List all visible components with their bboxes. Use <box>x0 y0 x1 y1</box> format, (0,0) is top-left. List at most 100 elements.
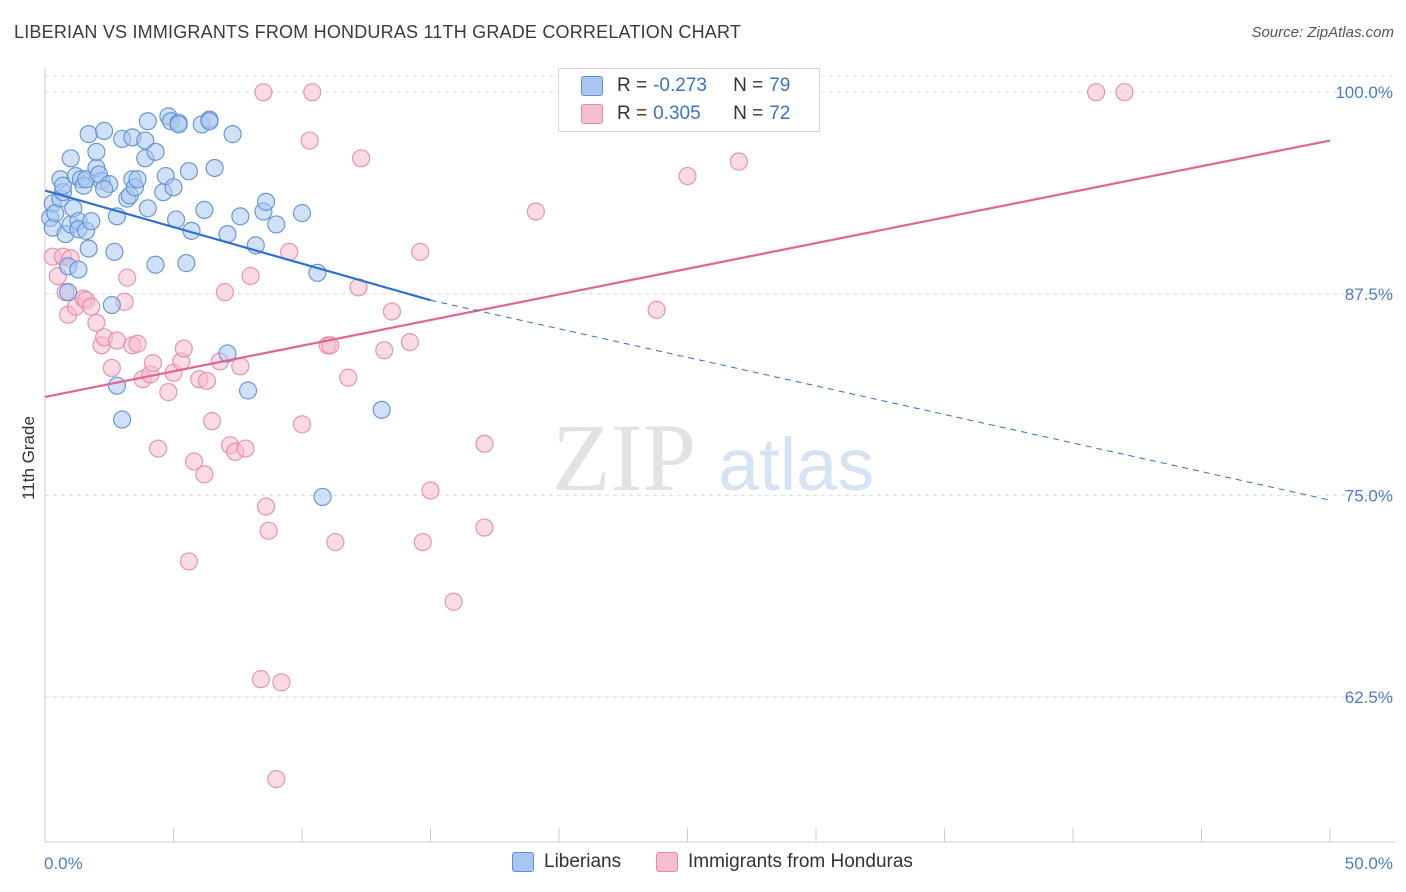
watermark-atlas: atlas <box>718 423 874 506</box>
honduras-point <box>231 357 250 376</box>
liberian-point <box>87 142 106 161</box>
honduras-point <box>339 368 358 387</box>
honduras-point <box>421 481 440 500</box>
honduras-point <box>179 552 199 571</box>
liberian-point <box>205 158 224 178</box>
honduras-point <box>413 532 432 552</box>
liberian-trend-line <box>44 189 431 302</box>
liberian-point <box>95 179 114 199</box>
honduras-point <box>400 333 420 352</box>
honduras-point <box>272 673 291 692</box>
x-tick-labels: 0.0% 50.0% <box>44 854 1393 873</box>
legend-label-honduras: Immigrants from Honduras <box>688 851 913 872</box>
honduras-point <box>729 152 749 171</box>
y-axis-title: 11th Grade <box>19 416 38 500</box>
legend-n-label: N = <box>733 75 764 96</box>
honduras-point <box>202 412 222 431</box>
liberian-point <box>223 125 242 144</box>
liberian-point <box>146 142 165 161</box>
honduras-point <box>326 532 345 552</box>
honduras-point <box>382 302 402 321</box>
legend-row-honduras: R = 0.305 N = 72 <box>581 101 790 127</box>
trend-lines <box>44 139 1331 501</box>
liberian-point <box>169 115 188 134</box>
legend-item-honduras[interactable]: Immigrants from Honduras <box>656 851 913 873</box>
legend-item-liberians[interactable]: Liberians <box>512 851 621 873</box>
liberian-point <box>164 178 183 197</box>
honduras-point <box>411 242 430 261</box>
liberian-point <box>218 344 237 363</box>
honduras-point <box>236 439 255 458</box>
honduras-point <box>259 521 278 540</box>
legend-r-value: 0.305 <box>653 103 701 124</box>
liberian-point <box>79 125 98 144</box>
liberian-point <box>112 410 132 429</box>
honduras-point <box>292 415 312 434</box>
liberian-point <box>95 121 114 140</box>
liberian-point <box>195 200 214 219</box>
liberian-point <box>313 487 332 507</box>
y-tick-label: 87.5% <box>1345 285 1393 304</box>
honduras-point <box>303 83 322 102</box>
honduras-point <box>375 341 394 360</box>
liberian-point <box>146 255 165 274</box>
honduras-point <box>148 439 168 458</box>
liberian-point <box>138 199 157 218</box>
legend-n-value: 79 <box>769 75 791 96</box>
legend-r-label: R = <box>617 103 648 124</box>
y-tick-labels: 62.5% 75.0% 87.5% 100.0% <box>1335 83 1393 707</box>
legend-swatch-blue <box>581 76 603 96</box>
liberian-point <box>177 254 196 273</box>
liberian-points <box>41 107 391 507</box>
liberian-point <box>79 239 98 258</box>
honduras-point <box>195 465 214 484</box>
legend-n-value: 72 <box>769 103 791 124</box>
liberian-point <box>267 215 286 234</box>
honduras-point <box>159 383 178 402</box>
legend-swatch-blue <box>512 852 534 872</box>
liberian-point <box>82 212 101 231</box>
liberian-point <box>256 192 276 211</box>
liberian-point <box>179 162 199 181</box>
liberian-point <box>200 112 219 131</box>
honduras-point <box>174 339 193 358</box>
x-tick-label: 50.0% <box>1345 854 1393 873</box>
axes <box>44 68 1395 843</box>
watermark-zip: ZIP <box>552 404 696 511</box>
liberian-point <box>107 376 127 395</box>
honduras-point <box>251 670 270 689</box>
correlation-legend: R = -0.273 N = 79 R = 0.305 N = 72 <box>558 68 820 132</box>
honduras-trend-line <box>44 139 1331 399</box>
chart-source: Source: ZipAtlas.com <box>1251 24 1394 41</box>
liberian-point <box>61 149 80 168</box>
liberian-point <box>238 381 258 400</box>
y-tick-label: 62.5% <box>1345 688 1393 707</box>
liberian-point <box>136 131 155 150</box>
honduras-point <box>647 300 666 319</box>
x-tick-label: 0.0% <box>44 854 83 873</box>
liberian-point <box>292 204 312 223</box>
honduras-point <box>1115 83 1134 102</box>
honduras-point <box>215 283 234 302</box>
honduras-point <box>87 313 106 332</box>
honduras-point <box>128 334 147 353</box>
liberian-point <box>128 170 147 189</box>
legend-r-value: -0.273 <box>653 75 707 96</box>
liberian-point <box>105 242 124 261</box>
honduras-point <box>107 331 127 350</box>
honduras-point <box>352 149 371 168</box>
y-tick-label: 100.0% <box>1335 83 1393 102</box>
liberian-point <box>138 112 157 131</box>
honduras-point <box>678 166 697 186</box>
honduras-point <box>241 266 260 286</box>
liberian-point <box>372 400 391 419</box>
legend-swatch-pink <box>581 104 603 124</box>
honduras-point <box>267 770 286 789</box>
chart-title: LIBERIAN VS IMMIGRANTS FROM HONDURAS 11T… <box>14 22 742 42</box>
honduras-point <box>102 358 121 378</box>
liberian-point <box>102 295 121 315</box>
y-tick-label: 75.0% <box>1345 486 1393 505</box>
legend-row-liberians: R = -0.273 N = 79 <box>581 73 790 99</box>
series-legend: Liberians Immigrants from Honduras <box>0 851 1406 877</box>
honduras-point <box>475 434 494 453</box>
